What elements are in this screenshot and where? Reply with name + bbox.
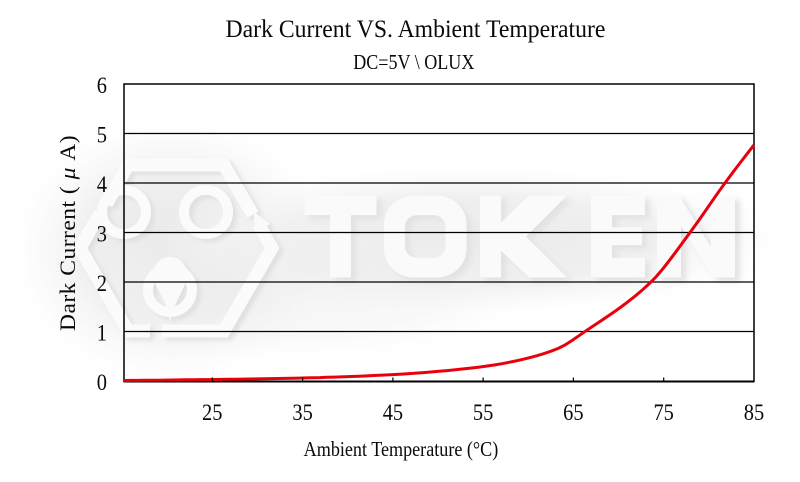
svg-text:4: 4 xyxy=(97,172,107,197)
svg-text:1: 1 xyxy=(97,321,107,346)
svg-text:25: 25 xyxy=(202,400,222,425)
svg-text:35: 35 xyxy=(292,400,312,425)
svg-text:65: 65 xyxy=(563,400,583,425)
svg-text:6: 6 xyxy=(97,73,107,98)
svg-text:5: 5 xyxy=(97,123,107,148)
svg-text:Dark Current ( μ A): Dark Current ( μ A) xyxy=(54,135,79,331)
svg-text:75: 75 xyxy=(653,400,673,425)
svg-text:Dark Current VS. Ambient Tempe: Dark Current VS. Ambient Temperature xyxy=(226,15,606,43)
svg-text:3: 3 xyxy=(97,222,107,247)
svg-text:55: 55 xyxy=(473,400,493,425)
svg-text:0: 0 xyxy=(97,370,107,395)
svg-text:2: 2 xyxy=(97,271,107,296)
svg-text:DC=5V \ OLUX: DC=5V \ OLUX xyxy=(353,52,474,75)
svg-text:45: 45 xyxy=(383,400,403,425)
svg-text:85: 85 xyxy=(744,400,764,425)
svg-text:Ambient Temperature (°C): Ambient Temperature (°C) xyxy=(304,439,499,461)
